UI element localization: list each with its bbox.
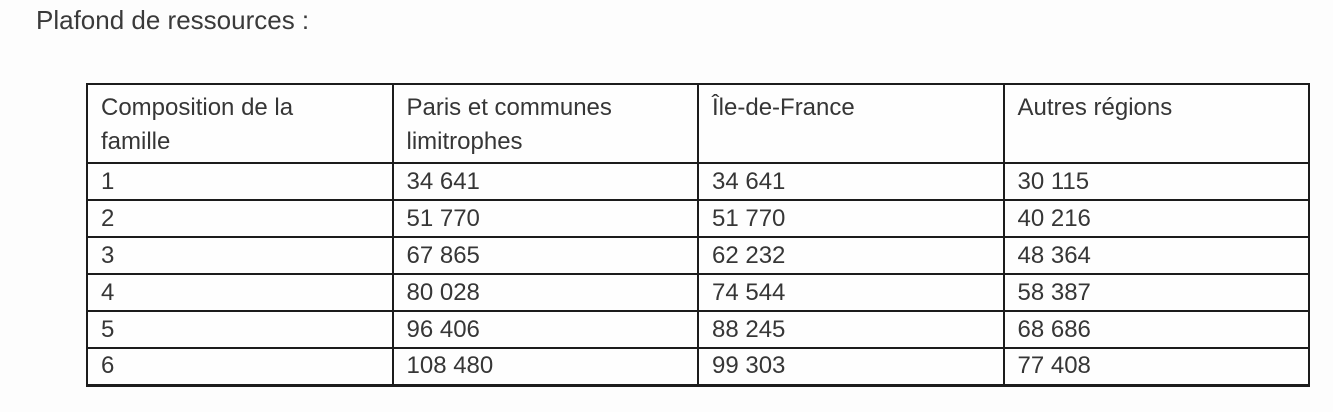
cell-family-size: 2 [86, 199, 394, 238]
table-header: Composition de la famille Paris et commu… [86, 83, 1310, 164]
cell-family-size: 4 [86, 273, 394, 312]
cell-idf-value: 74 544 [697, 273, 1005, 312]
table-row: 6 108 480 99 303 77 408 [86, 347, 1310, 387]
column-header-composition: Composition de la famille [86, 83, 394, 164]
cell-paris-value: 67 865 [391, 236, 699, 275]
table-body: 1 34 641 34 641 30 115 2 51 770 51 770 4… [86, 162, 1310, 387]
table-row: 3 67 865 62 232 48 364 [86, 236, 1310, 275]
cell-paris-value: 108 480 [391, 347, 699, 387]
column-header-label: Autres régions [1017, 94, 1173, 121]
table-row: 2 51 770 51 770 40 216 [86, 199, 1310, 238]
cell-family-size: 6 [86, 347, 394, 387]
table-header-row: Composition de la famille Paris et commu… [86, 83, 1310, 164]
cell-autres-value: 58 387 [1002, 273, 1310, 312]
cell-paris-value: 96 406 [391, 310, 699, 349]
column-header-ile-de-france: Île-de-France [697, 83, 1005, 164]
cell-autres-value: 77 408 [1002, 347, 1310, 387]
cell-autres-value: 68 686 [1002, 310, 1310, 349]
cell-family-size: 3 [86, 236, 394, 275]
table-row: 5 96 406 88 245 68 686 [86, 310, 1310, 349]
cell-autres-value: 48 364 [1002, 236, 1310, 275]
column-header-label: Paris et communes limitrophes [406, 94, 612, 155]
resource-ceiling-table: Composition de la famille Paris et commu… [86, 83, 1310, 387]
cell-family-size: 5 [86, 310, 394, 349]
cell-idf-value: 99 303 [697, 347, 1005, 387]
cell-idf-value: 88 245 [697, 310, 1005, 349]
cell-idf-value: 34 641 [697, 162, 1005, 201]
column-header-label: Composition de la famille [101, 94, 294, 155]
cell-idf-value: 51 770 [697, 199, 1005, 238]
cell-paris-value: 34 641 [391, 162, 699, 201]
column-header-autres-regions: Autres régions [1002, 83, 1310, 164]
page-title: Plafond de ressources : [36, 5, 310, 35]
cell-family-size: 1 [86, 162, 394, 201]
cell-idf-value: 62 232 [697, 236, 1005, 275]
cell-paris-value: 51 770 [391, 199, 699, 238]
cell-autres-value: 30 115 [1002, 162, 1310, 201]
column-header-paris: Paris et communes limitrophes [391, 83, 699, 164]
cell-autres-value: 40 216 [1002, 199, 1310, 238]
column-header-label: Île-de-France [712, 94, 855, 121]
cell-paris-value: 80 028 [391, 273, 699, 312]
table-row: 1 34 641 34 641 30 115 [86, 162, 1310, 201]
table-row: 4 80 028 74 544 58 387 [86, 273, 1310, 312]
